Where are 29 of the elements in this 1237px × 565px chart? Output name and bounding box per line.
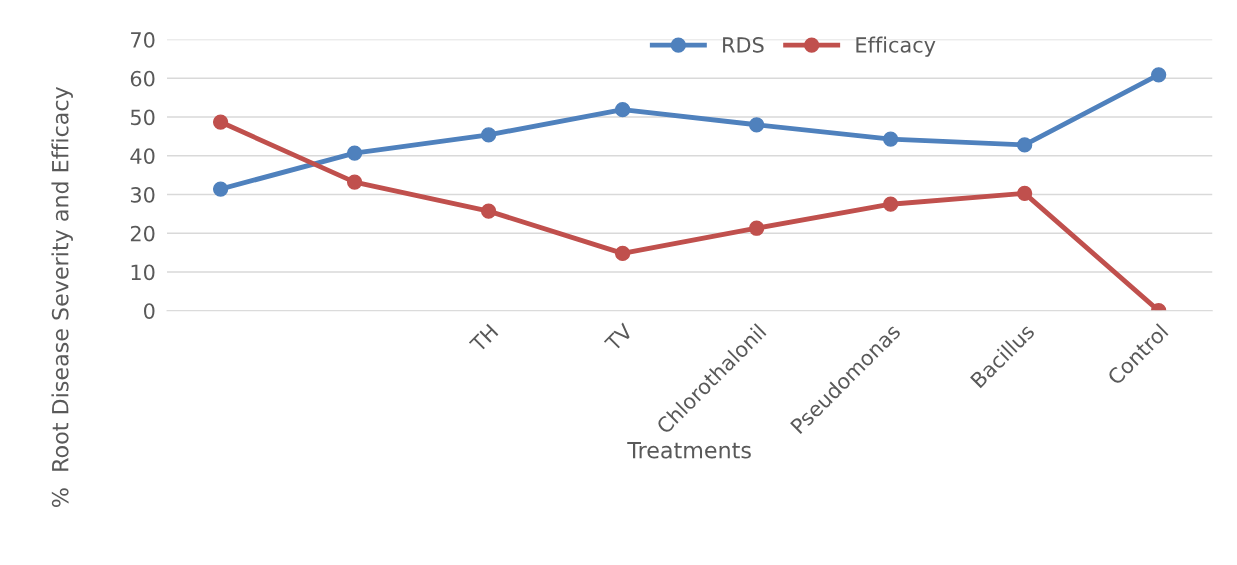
point xyxy=(883,131,899,147)
y-tick-label: 30 xyxy=(130,186,155,203)
y-tick-label: 60 xyxy=(130,70,155,87)
point xyxy=(748,220,765,236)
point xyxy=(212,181,229,197)
point xyxy=(480,127,497,143)
y-tick-label: 40 xyxy=(130,148,155,164)
point xyxy=(1151,67,1167,83)
point xyxy=(480,203,497,219)
y-tick-label: 70 xyxy=(131,32,155,48)
y-tick-label: 0 xyxy=(144,303,155,319)
y-axis-title: % Root Disease Severity and Efficacy xyxy=(51,86,73,507)
point xyxy=(614,245,631,262)
x-tick-label: TH xyxy=(468,323,499,354)
point xyxy=(1017,185,1033,201)
y-tick-label: 50 xyxy=(130,109,155,126)
x-axis-title: Treatments xyxy=(627,442,751,459)
legend-label: Efficacy xyxy=(856,36,936,57)
x-tick-label: TV xyxy=(603,322,634,353)
point xyxy=(614,102,631,118)
legend-label: RDS xyxy=(723,36,764,53)
point xyxy=(748,117,765,133)
point xyxy=(346,174,363,190)
point xyxy=(1017,137,1033,153)
y-tick-label: 10 xyxy=(131,264,155,281)
point xyxy=(346,145,363,161)
point xyxy=(883,196,899,212)
y-tick-label: 20 xyxy=(130,225,155,242)
point xyxy=(212,114,229,130)
